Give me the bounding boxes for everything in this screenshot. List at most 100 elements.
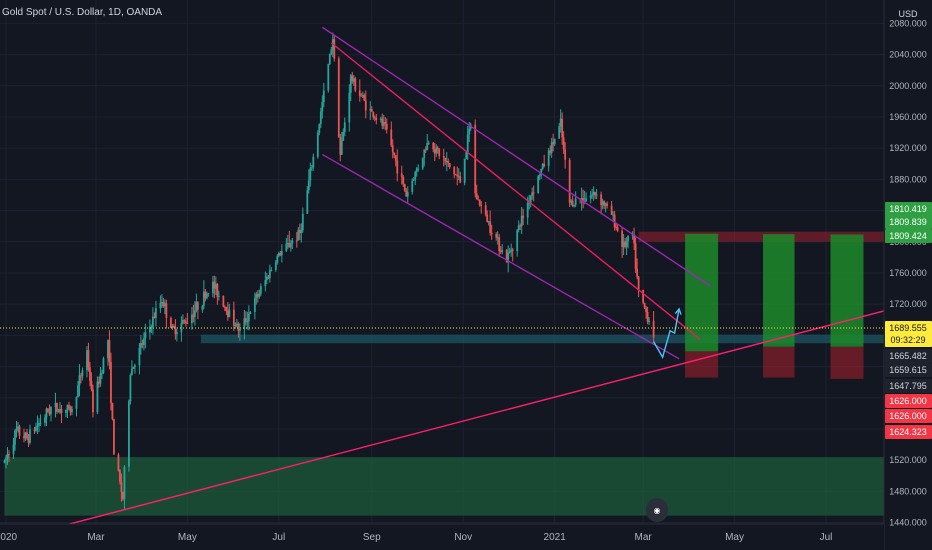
- candle-body: [636, 268, 639, 277]
- candle-body: [424, 149, 427, 151]
- candle-body: [153, 316, 156, 319]
- candle-body: [645, 307, 648, 313]
- candle-body: [17, 426, 19, 429]
- events-badge-icon[interactable]: ◉: [646, 498, 668, 522]
- candle-body: [561, 118, 564, 138]
- candle-body: [402, 176, 405, 185]
- candle-body: [526, 203, 529, 218]
- candle-body: [165, 303, 168, 318]
- candle-body: [477, 199, 480, 201]
- x-tick-label: Sep: [363, 532, 381, 543]
- price-tag: [885, 363, 932, 377]
- line-channel_outer[interactable]: [321, 26, 711, 287]
- candle-body: [475, 193, 478, 200]
- candle-body: [495, 234, 498, 238]
- candle-body: [316, 132, 319, 157]
- candle-body: [50, 407, 52, 415]
- candle-body: [391, 145, 394, 153]
- candle-body: [15, 428, 18, 431]
- candle-body: [54, 402, 57, 408]
- y-tick-label: 1880.000: [889, 174, 927, 184]
- candle-body: [150, 326, 153, 328]
- y-tick-label: 2080.000: [889, 18, 927, 28]
- candle-body: [522, 215, 525, 218]
- candle-body: [396, 160, 399, 174]
- candle-body: [595, 194, 598, 196]
- price-tag: [885, 394, 932, 408]
- zones: [4, 231, 884, 516]
- candle-body: [306, 190, 309, 214]
- symbol-title[interactable]: Gold Spot / U.S. Dollar, 1D, OANDA: [2, 7, 163, 18]
- candle-body: [298, 229, 301, 234]
- price-axis[interactable]: USD1440.0001480.0001520.0001560.0001600.…: [883, 0, 932, 550]
- candle-body: [417, 168, 420, 170]
- candle-body: [412, 179, 415, 181]
- candle-body: [606, 203, 609, 206]
- candle-body: [505, 250, 508, 263]
- x-tick-label: May: [178, 532, 197, 543]
- candle-body: [370, 109, 373, 112]
- candle-body: [541, 163, 544, 169]
- candle-body: [516, 230, 519, 252]
- candle-body: [256, 294, 259, 297]
- line-channel_outer[interactable]: [321, 153, 680, 360]
- candle-body: [517, 225, 520, 231]
- candle-body: [129, 374, 132, 402]
- candle-body: [291, 240, 294, 244]
- candle-body: [445, 161, 448, 163]
- candle-body: [161, 302, 163, 304]
- candle-body: [480, 205, 483, 207]
- candle-body: [243, 318, 246, 329]
- y-tick-label: 1520.000: [889, 455, 927, 465]
- candle-body: [537, 176, 540, 194]
- candle-body: [207, 293, 210, 295]
- candle-body: [309, 168, 312, 181]
- line-projection[interactable]: [652, 308, 680, 360]
- candle-body: [39, 422, 42, 424]
- candle-body: [369, 109, 372, 111]
- price-tag-label: 1665.482: [889, 351, 927, 361]
- candle-body: [289, 243, 292, 248]
- candle-body: [149, 326, 151, 333]
- candle-body: [538, 175, 541, 177]
- candle-body: [213, 281, 216, 289]
- candle-body: [246, 321, 249, 323]
- time-axis[interactable]: 2020 Mar May Jul Sep Nov 2021 Mar May Jul: [0, 523, 884, 550]
- candle-body: [258, 293, 261, 297]
- x-tick-label: 2021: [544, 532, 567, 543]
- candle-body: [204, 291, 207, 299]
- candle-body: [562, 137, 565, 150]
- candle-body: [235, 323, 238, 326]
- price-tag: [885, 425, 932, 439]
- candle-body: [38, 422, 40, 426]
- candle-body: [86, 350, 88, 371]
- candle-body: [24, 432, 27, 439]
- candle-body: [5, 458, 7, 461]
- candle-body: [457, 176, 460, 178]
- candle-body: [352, 78, 355, 82]
- candle-body: [463, 158, 466, 183]
- candle-body: [29, 429, 31, 443]
- price-tag: [885, 229, 932, 243]
- candle-body: [508, 251, 511, 254]
- candle-body: [102, 358, 105, 373]
- line-trendline[interactable]: [65, 305, 902, 526]
- line-channel_inner[interactable]: [330, 42, 701, 340]
- candle-body: [295, 240, 298, 242]
- price-tag-label: 1647.795: [889, 381, 927, 391]
- candle-body: [592, 191, 595, 195]
- candle-body: [196, 302, 199, 310]
- candle-body: [558, 126, 561, 139]
- y-tick-label: 2000.000: [889, 81, 927, 91]
- candle-body: [327, 64, 330, 91]
- price-axis-bg: [884, 0, 932, 550]
- candle-body: [98, 381, 100, 384]
- price-tag-label: 1809.839: [889, 217, 927, 227]
- candle-body: [259, 286, 262, 294]
- candle-body: [436, 147, 439, 150]
- price-tag: [885, 409, 932, 423]
- candle-body: [172, 325, 175, 327]
- candle-body: [108, 340, 111, 362]
- candle-body: [540, 168, 543, 176]
